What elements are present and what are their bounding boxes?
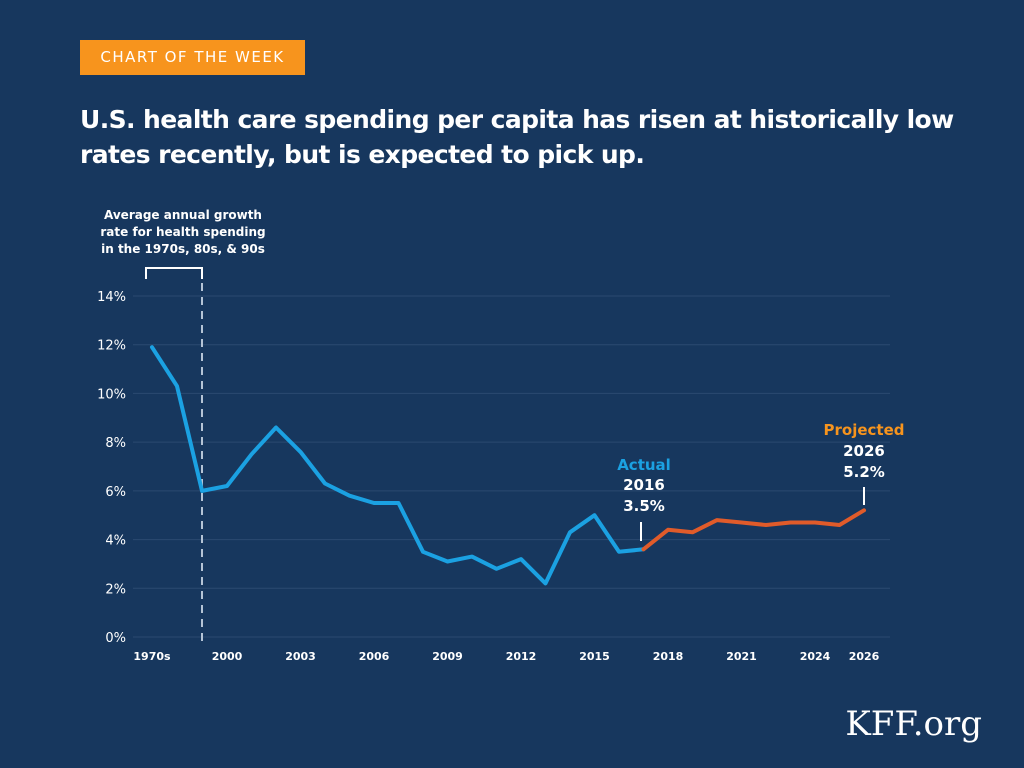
y-tick-label: 4% xyxy=(105,534,126,549)
x-tick-label: 2021 xyxy=(726,650,757,663)
chart-of-the-week-badge: CHART OF THE WEEK xyxy=(80,40,305,75)
x-tick-label: 1970s xyxy=(133,650,171,663)
x-tick-label: 2003 xyxy=(285,650,316,663)
series-line-1 xyxy=(641,508,866,552)
kff-logo-text: KFF.org xyxy=(845,704,982,744)
y-tick-label: 2% xyxy=(105,582,126,597)
gridlines xyxy=(133,295,890,638)
y-tick-label: 6% xyxy=(105,485,126,500)
series-line-0 xyxy=(150,345,646,586)
projected-label: Projected xyxy=(824,421,905,439)
series-lines xyxy=(150,345,866,586)
y-tick-label: 14% xyxy=(97,290,126,305)
actual-year: 2016 xyxy=(623,476,665,494)
x-axis-ticks: 1970s 2000 2003 2006 2009 2012 2015 2018 2021 202… xyxy=(133,650,879,663)
note-bracket xyxy=(145,267,203,279)
x-tick-label: 2015 xyxy=(579,650,610,663)
x-tick-label: 2026 xyxy=(849,650,880,663)
y-tick-label: 12% xyxy=(97,339,126,354)
y-axis-ticks: 0% 2% 4% 6% 8% 10% 12% 14% xyxy=(97,290,126,646)
x-tick-label: 2009 xyxy=(432,650,463,663)
x-tick-label: 2018 xyxy=(653,650,684,663)
actual-value: 3.5% xyxy=(623,497,665,515)
x-tick-label: 2006 xyxy=(359,650,390,663)
note-line-2: rate for health spending xyxy=(100,225,265,239)
y-tick-label: 10% xyxy=(97,387,126,402)
projected-year: 2026 xyxy=(843,442,885,460)
annotations: Actual 2016 3.5% Projected 2026 5.2% xyxy=(617,421,904,541)
note-line-1: Average annual growth xyxy=(104,208,262,222)
x-tick-label: 2024 xyxy=(800,650,831,663)
x-tick-label: 2012 xyxy=(506,650,537,663)
decade-average-note: Average annual growth rate for health sp… xyxy=(100,208,266,644)
note-line-3: in the 1970s, 80s, & 90s xyxy=(101,242,265,256)
chart-headline: U.S. health care spending per capita has… xyxy=(80,105,954,169)
projected-value: 5.2% xyxy=(843,463,885,481)
actual-label: Actual xyxy=(617,456,671,474)
y-tick-label: 8% xyxy=(105,436,126,451)
x-tick-label: 2000 xyxy=(212,650,243,663)
y-tick-label: 0% xyxy=(105,631,126,646)
